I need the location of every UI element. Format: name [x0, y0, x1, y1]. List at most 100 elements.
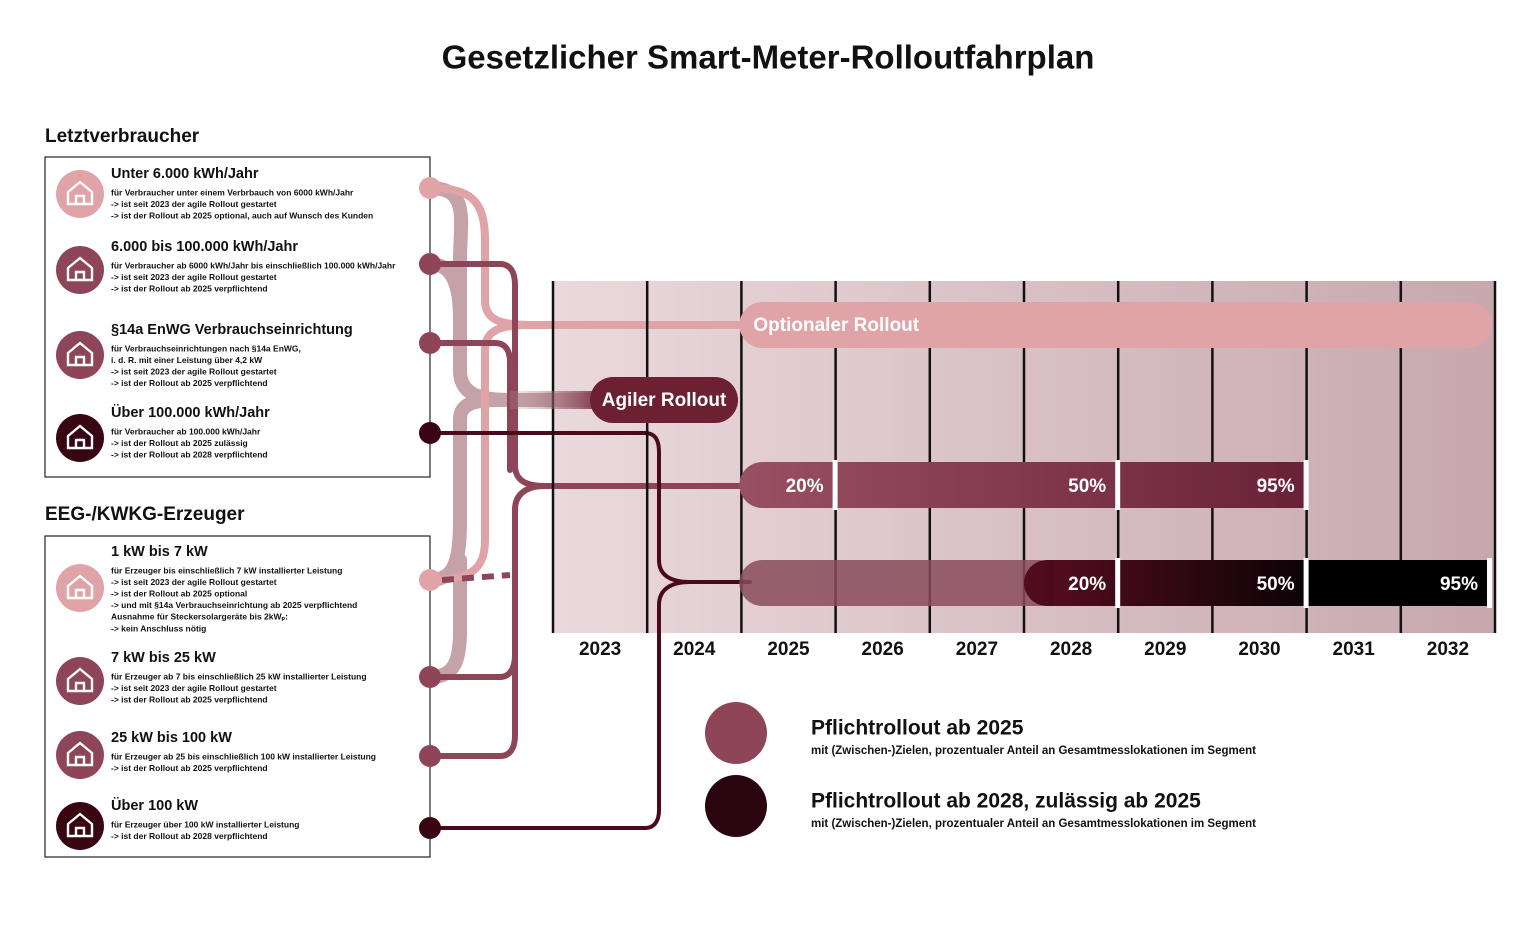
item-line: für Erzeuger über 100 kW installierter L… — [111, 819, 299, 829]
milestone-divider — [1115, 460, 1121, 510]
optional-label: Optionaler Rollout — [753, 315, 919, 336]
legend-title: Pflichtrollout ab 2025 — [811, 717, 1024, 740]
item-line: i. d. R. mit einer Leistung über 4,2 kW — [111, 355, 263, 365]
item-title: Über 100 kW — [111, 797, 198, 814]
mandatory-2025-bar — [739, 462, 1307, 508]
year-label: 2032 — [1427, 639, 1469, 660]
item-line: -> ist seit 2023 der agile Rollout gesta… — [111, 366, 277, 376]
item-line: -> ist der Rollout ab 2025 verpflichtend — [111, 694, 268, 704]
item-line: für Erzeuger ab 7 bis einschließlich 25 … — [111, 671, 367, 681]
item-line: für Verbraucher ab 6000 kWh/Jahr bis ein… — [111, 260, 396, 270]
milestone-label: 95% — [1257, 476, 1295, 497]
icon-glyph — [66, 180, 94, 206]
item-icon — [56, 564, 104, 612]
agile-label: Agiler Rollout — [602, 390, 727, 411]
milestone-label: 95% — [1440, 574, 1478, 595]
item-icon — [56, 657, 104, 705]
mandatory-2028-fill — [1054, 560, 1307, 606]
agile-bar — [590, 377, 738, 423]
item-icon — [56, 331, 104, 379]
item-icon — [56, 170, 104, 218]
legend-title: Pflichtrollout ab 2028, zulässig ab 2025 — [811, 790, 1201, 813]
milestone-label: 50% — [1257, 574, 1295, 595]
item-title: Unter 6.000 kWh/Jahr — [111, 166, 259, 182]
milestone-divider — [832, 460, 838, 510]
connector — [428, 431, 752, 584]
item-line: -> ist der Rollout ab 2025 verpflichtend — [111, 283, 268, 293]
year-label: 2031 — [1333, 639, 1376, 660]
item-icon — [56, 802, 104, 850]
connector-dot — [419, 422, 441, 444]
legend-swatch — [705, 702, 767, 764]
connector — [423, 393, 507, 587]
item-icon — [56, 414, 104, 462]
item-line: -> ist der Rollout ab 2028 verpflichtend — [111, 831, 268, 841]
connector-dot — [419, 569, 441, 591]
title: Gesetzlicher Smart-Meter-Rolloutfahrplan — [442, 39, 1095, 76]
connector-dot — [419, 253, 441, 275]
icon-glyph — [66, 424, 94, 450]
group-box — [44, 535, 431, 858]
item-title: 6.000 bis 100.000 kWh/Jahr — [111, 239, 298, 255]
item-line: -> ist der Rollout ab 2028 verpflichtend — [111, 449, 268, 459]
legend-subtitle: mit (Zwischen-)Zielen, prozentualer Ante… — [811, 818, 1256, 830]
item-title: Über 100.000 kWh/Jahr — [111, 404, 270, 421]
item-line: -> ist seit 2023 der agile Rollout gesta… — [111, 199, 277, 209]
connector-dot — [419, 745, 441, 767]
item-title: §14a EnWG Verbrauchseinrichtung — [111, 322, 353, 338]
milestone-divider — [1115, 558, 1121, 608]
year-label: 2030 — [1238, 639, 1280, 660]
item-line: -> ist der Rollout ab 2025 optional — [111, 588, 247, 598]
connector-dot — [419, 332, 441, 354]
item-line: Ausnahme für Steckersolargeräte bis 2kWₚ… — [111, 612, 288, 622]
milestone-divider — [1487, 558, 1492, 608]
connector — [427, 647, 518, 759]
year-label: 2028 — [1050, 639, 1092, 660]
group-heading: EEG-/KWKG-Erzeuger — [45, 504, 245, 525]
mandatory-2028-allowed — [739, 560, 1062, 606]
year-label: 2029 — [1144, 639, 1186, 660]
milestone-divider — [1303, 558, 1309, 608]
milestone-label: 20% — [786, 476, 824, 497]
item-title: 7 kW bis 25 kW — [111, 650, 216, 666]
agile-lead — [510, 391, 610, 409]
year-label: 2026 — [862, 639, 904, 660]
connector-dot — [419, 666, 441, 688]
dashed-connector — [441, 572, 511, 583]
year-label: 2023 — [579, 639, 621, 660]
item-line: für Erzeuger ab 25 bis einschließlich 10… — [111, 751, 376, 761]
item-icon — [56, 731, 104, 779]
item-title: 25 kW bis 100 kW — [111, 730, 232, 746]
icon-glyph — [66, 812, 94, 838]
item-title: 1 kW bis 7 kW — [111, 544, 208, 560]
item-line: für Verbraucher unter einem Verbrbauch v… — [111, 187, 354, 197]
item-line: -> ist seit 2023 der agile Rollout gesta… — [111, 272, 277, 282]
connector-dot — [419, 177, 441, 199]
mandatory-2028-end — [1306, 560, 1491, 606]
legend-subtitle: mit (Zwischen-)Zielen, prozentualer Ante… — [811, 745, 1256, 757]
item-icon — [56, 246, 104, 294]
item-line: -> ist der Rollout ab 2025 optional, auc… — [111, 210, 373, 220]
icon-glyph — [66, 341, 94, 367]
mandatory-2025-end — [1276, 462, 1307, 508]
icon-glyph — [66, 574, 94, 600]
connector-dot — [419, 817, 441, 839]
icon-glyph — [66, 741, 94, 767]
connector — [426, 321, 534, 584]
item-line: -> ist seit 2023 der agile Rollout gesta… — [111, 577, 277, 587]
milestone-label: 50% — [1068, 476, 1106, 497]
item-line: -> kein Anschluss nötig — [111, 623, 206, 633]
group-box — [44, 156, 431, 478]
item-line: -> ist seit 2023 der agile Rollout gesta… — [111, 683, 277, 693]
connector — [428, 580, 692, 830]
item-line: -> und mit §14a Verbrauchseinrichtung ab… — [111, 600, 357, 610]
year-label: 2027 — [956, 639, 998, 660]
connector — [427, 340, 513, 473]
item-line: -> ist der Rollout ab 2025 zulässig — [111, 438, 248, 448]
year-label: 2025 — [767, 639, 810, 660]
item-line: für Verbraucher ab 100.000 kWh/Jahr — [111, 426, 261, 436]
year-label: 2024 — [673, 639, 716, 660]
legend-swatch — [705, 775, 767, 837]
item-line: für Erzeuger bis einschließlich 7 kW ins… — [111, 565, 342, 575]
